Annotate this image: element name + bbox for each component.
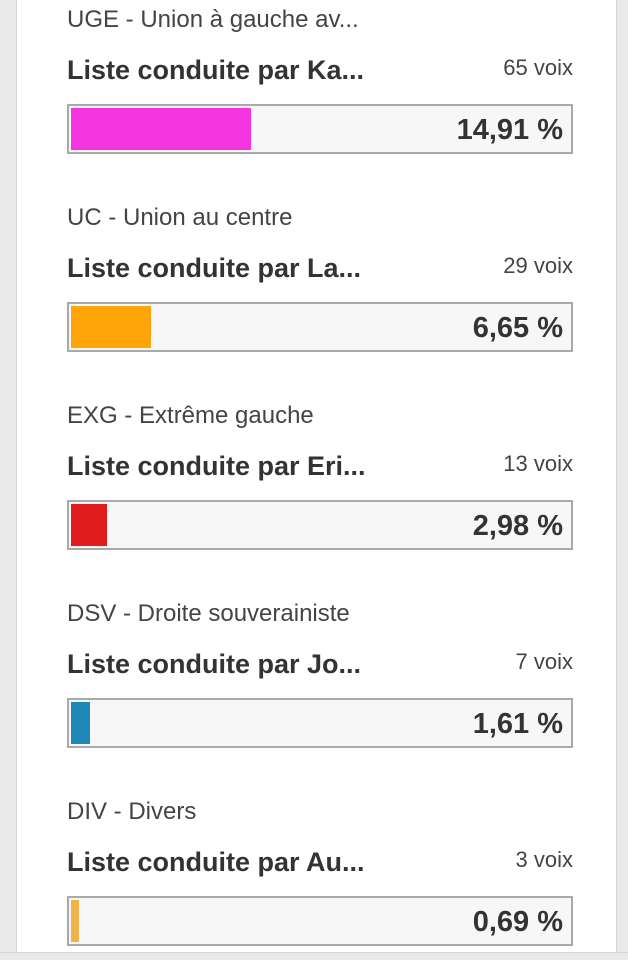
result-item-uc: UC - Union au centre Liste conduite par … — [67, 198, 573, 396]
percentage-value: 0,69 % — [472, 906, 563, 938]
list-name: Liste conduite par La... — [67, 253, 362, 283]
vote-count: 65 voix — [503, 55, 573, 80]
vote-count: 29 voix — [503, 253, 573, 278]
nuance-label: UC - Union au centre — [67, 204, 293, 231]
percentage-bar-fill — [71, 108, 251, 150]
percentage-value: 1,61 % — [472, 708, 563, 740]
bottom-frame-border — [0, 952, 628, 960]
percentage-value: 6,65 % — [472, 312, 563, 344]
result-item-exg: EXG - Extrême gauche Liste conduite par … — [67, 396, 573, 594]
left-frame-border — [0, 0, 17, 960]
percentage-bar: 6,65 % — [67, 302, 573, 352]
percentage-value: 14,91 % — [456, 114, 563, 146]
list-name: Liste conduite par Eri... — [67, 451, 366, 481]
result-item-dsv: DSV - Droite souverainiste Liste conduit… — [67, 594, 573, 792]
percentage-value: 2,98 % — [472, 510, 563, 542]
list-name: Liste conduite par Jo... — [67, 649, 362, 679]
nuance-label: DIV - Divers — [67, 798, 197, 825]
percentage-bar: 14,91 % — [67, 104, 573, 154]
percentage-bar-fill — [71, 504, 107, 546]
percentage-bar: 1,61 % — [67, 698, 573, 748]
percentage-bar-fill — [71, 702, 90, 744]
right-frame-border — [616, 0, 628, 960]
percentage-bar-fill — [71, 900, 79, 942]
election-results-list: UGE - Union à gauche av... Liste conduit… — [67, 0, 573, 960]
percentage-bar-fill — [71, 306, 151, 348]
vote-count: 7 voix — [515, 649, 573, 674]
list-name: Liste conduite par Au... — [67, 847, 365, 877]
nuance-label: EXG - Extrême gauche — [67, 402, 314, 429]
vote-count: 13 voix — [503, 451, 573, 476]
result-item-div: DIV - Divers Liste conduite par Au... 3 … — [67, 792, 573, 960]
nuance-label: DSV - Droite souverainiste — [67, 600, 350, 627]
percentage-bar: 0,69 % — [67, 896, 573, 946]
percentage-bar: 2,98 % — [67, 500, 573, 550]
result-item-uge: UGE - Union à gauche av... Liste conduit… — [67, 0, 573, 198]
nuance-label: UGE - Union à gauche av... — [67, 6, 359, 33]
list-name: Liste conduite par Ka... — [67, 55, 365, 85]
vote-count: 3 voix — [515, 847, 573, 872]
